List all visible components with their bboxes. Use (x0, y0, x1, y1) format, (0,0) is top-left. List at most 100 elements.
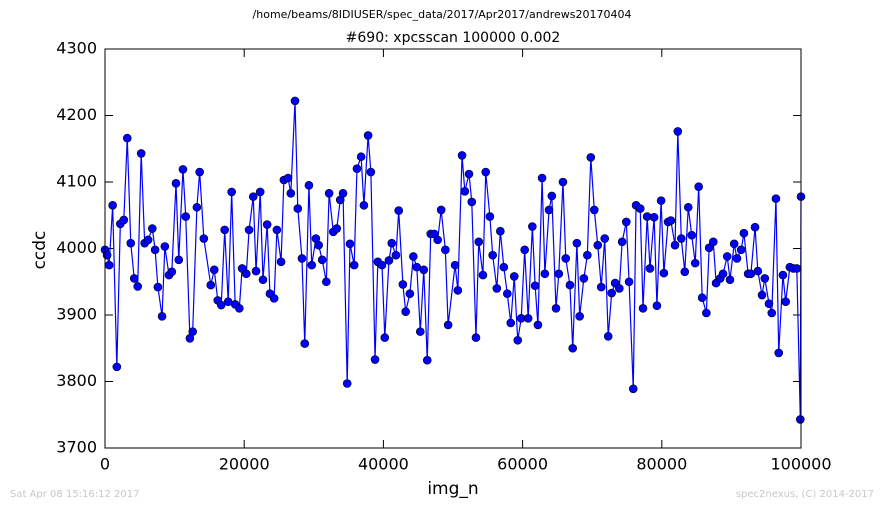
data-point (192, 202, 202, 212)
data-point (481, 167, 491, 177)
data-point (659, 268, 669, 278)
data-point (405, 289, 415, 299)
data-point (387, 238, 397, 248)
data-point (441, 245, 450, 255)
data-point (757, 290, 767, 300)
data-point (195, 167, 204, 177)
data-point (133, 282, 143, 291)
data-point (796, 415, 805, 424)
data-point (209, 265, 219, 275)
data-point (171, 179, 181, 188)
data-point (702, 308, 711, 318)
data-point (485, 212, 495, 221)
data-point (122, 133, 132, 143)
data-point (450, 260, 460, 270)
data-point (540, 269, 550, 279)
data-point (767, 308, 777, 318)
data-point (322, 277, 331, 287)
y-tick-label: 4300 (56, 39, 97, 58)
data-line (104, 100, 802, 420)
data-point (136, 149, 146, 158)
data-point (188, 327, 197, 336)
data-point (471, 333, 481, 342)
data-point (593, 240, 603, 250)
data-point (307, 260, 317, 270)
data-point (561, 254, 571, 263)
data-point (478, 270, 488, 280)
data-point (544, 205, 554, 215)
chart-title: /home/beams/8IDIUSER/spec_data/2017/Apr2… (253, 8, 632, 21)
data-point (547, 191, 557, 201)
data-point (352, 164, 362, 173)
data-point (178, 165, 188, 174)
data-point (401, 307, 410, 316)
data-point (502, 289, 512, 299)
data-point (603, 331, 613, 341)
data-point (276, 257, 286, 267)
data-point (409, 252, 418, 261)
data-point (349, 260, 359, 270)
data-point (258, 275, 268, 285)
y-tick-label: 3900 (56, 305, 97, 324)
data-point (589, 205, 599, 215)
data-point (520, 245, 529, 255)
data-point (241, 269, 251, 279)
data-point (764, 299, 774, 308)
data-point (126, 238, 136, 248)
data-point (324, 189, 334, 198)
data-point (492, 284, 502, 293)
data-point (377, 260, 387, 270)
data-point (583, 250, 592, 260)
data-point (167, 267, 177, 277)
y-tick-label: 3700 (56, 438, 97, 457)
data-point (600, 234, 610, 243)
data-point (551, 304, 561, 313)
data-point (722, 252, 732, 261)
data-point (509, 272, 519, 281)
data-point (649, 212, 659, 222)
data-point (729, 239, 739, 249)
data-point (607, 288, 616, 298)
data-point (652, 301, 662, 310)
data-point (143, 235, 153, 245)
data-point (199, 234, 209, 243)
data-point (293, 204, 303, 213)
data-point (687, 230, 697, 240)
data-point (624, 277, 634, 287)
data-point (338, 189, 348, 198)
data-point (460, 187, 470, 196)
data-point (153, 282, 163, 292)
data-point (572, 238, 582, 248)
data-point (690, 258, 700, 268)
data-point (533, 320, 543, 330)
y-tick-label: 4100 (56, 172, 97, 191)
data-point (554, 269, 564, 279)
data-point (666, 216, 676, 225)
data-point (464, 169, 474, 179)
data-point (575, 312, 584, 321)
data-point (148, 224, 157, 233)
data-point (638, 304, 648, 313)
data-point (565, 280, 575, 290)
data-point (216, 300, 226, 310)
data-point (160, 242, 170, 251)
data-point (753, 266, 763, 276)
data-point (596, 282, 606, 292)
data-point (255, 187, 265, 197)
data-point (290, 96, 300, 106)
data-point (345, 239, 355, 249)
data-point (297, 254, 307, 263)
data-point (415, 327, 425, 336)
data-point (104, 260, 114, 270)
data-point (656, 196, 666, 205)
data-point (436, 205, 446, 215)
data-point (792, 264, 802, 273)
timestamp: Sat Apr 08 15:16:12 2017 (10, 489, 140, 500)
data-point (523, 314, 533, 323)
data-point (317, 255, 327, 265)
data-point (157, 312, 167, 321)
data-point (394, 206, 404, 215)
data-point (366, 167, 376, 177)
data-point (206, 280, 216, 290)
